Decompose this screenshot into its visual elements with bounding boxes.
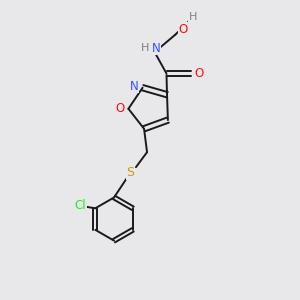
- Text: Cl: Cl: [74, 200, 86, 212]
- Text: H: H: [188, 12, 197, 22]
- Text: H: H: [141, 43, 150, 53]
- Text: O: O: [116, 102, 124, 115]
- Text: O: O: [194, 67, 203, 80]
- Text: N: N: [152, 41, 160, 55]
- Text: N: N: [130, 80, 139, 93]
- Text: S: S: [127, 166, 134, 179]
- Text: O: O: [178, 22, 188, 36]
